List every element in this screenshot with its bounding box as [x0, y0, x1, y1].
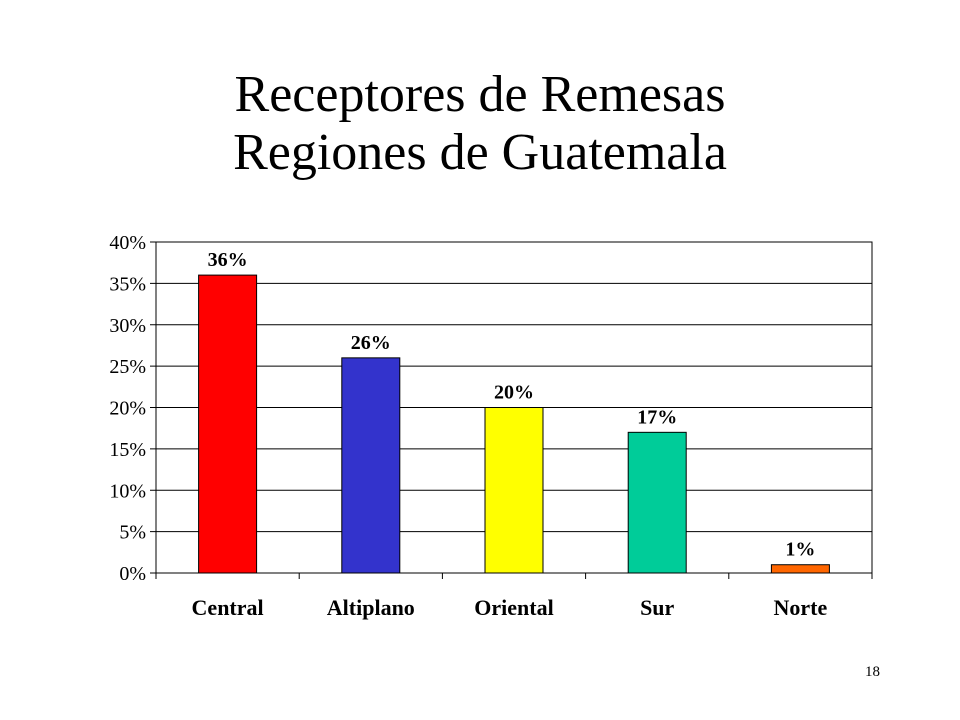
y-tick-label: 0%: [119, 563, 146, 585]
y-tick-label: 20%: [109, 398, 146, 420]
y-tick-label: 10%: [109, 480, 146, 502]
bar-sur: [627, 431, 687, 574]
category-label: Central: [192, 595, 264, 620]
bar-altiplano: [341, 357, 401, 574]
y-tick-label: 35%: [109, 273, 146, 295]
data-label: 26%: [351, 332, 391, 354]
y-tick-label: 25%: [109, 356, 146, 378]
data-label: 36%: [208, 249, 248, 271]
bar-central: [198, 274, 258, 574]
page-number: 18: [865, 664, 880, 680]
bar-oriental: [484, 407, 544, 574]
y-tick-label: 40%: [109, 232, 146, 254]
title-line-1: Receptores de Remesas: [234, 66, 726, 123]
bar-norte: [770, 564, 830, 574]
category-label: Sur: [640, 595, 674, 620]
data-label: 1%: [785, 539, 815, 561]
data-label: 17%: [637, 406, 677, 428]
category-label: Oriental: [474, 595, 553, 620]
category-label: Norte: [774, 595, 828, 620]
slide-title: Receptores de Remesas Regiones de Guatem…: [0, 66, 960, 182]
y-tick-label: 15%: [109, 439, 146, 461]
title-line-2: Regiones de Guatemala: [233, 124, 727, 181]
y-tick-label: 30%: [109, 315, 146, 337]
category-label: Altiplano: [327, 595, 415, 620]
data-label: 20%: [494, 382, 534, 404]
y-tick-label: 5%: [119, 522, 146, 544]
